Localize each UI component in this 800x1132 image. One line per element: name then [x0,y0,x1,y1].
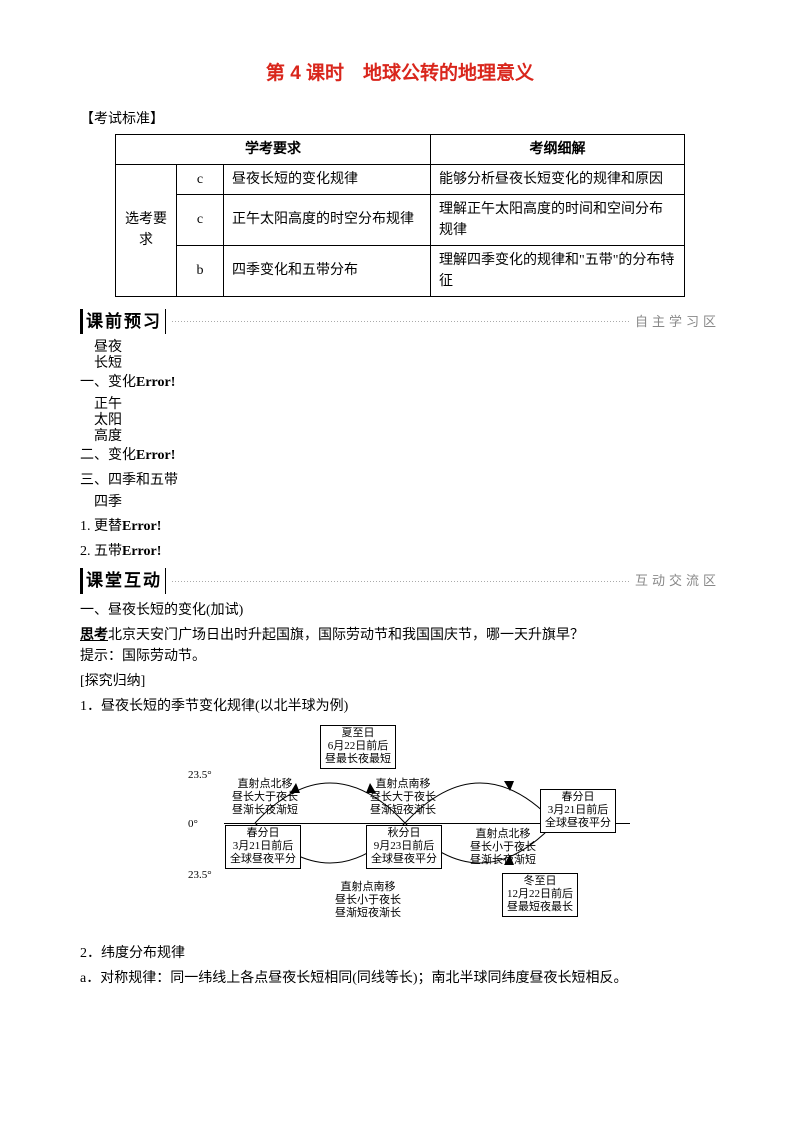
outline-1: 昼夜 长短 一、变化Error! [80,340,720,393]
think-block: 思考北京天安门广场日出时升起国旗，国际劳动节和我国国庆节，哪一天升旗早？ 提示：… [80,625,720,667]
think-label: 思考 [80,628,108,643]
left-1: 昼夜长短的变化规律 [224,164,431,194]
stack-3-1: 四季 [94,495,122,511]
point-2a: a．对称规律：同一纬线上各点昼夜长短相同(同线等长)；南北半球同纬度昼夜长短相反… [80,968,720,989]
code-1: c [177,164,224,194]
error-3-1: Error! [122,519,161,534]
label-2: 二、变化 [80,448,136,463]
outline-3-1: 四季 1. 更替Error! [80,495,720,537]
bar-preview-right: 自主学习区 [635,312,720,332]
bar-interact-left: 课堂互动 [80,568,166,594]
think-hint: 提示：国际劳动节。 [80,649,206,664]
right-3: 理解四季变化的规律和"五带"的分布特征 [431,245,685,296]
seasons-diagram: 23.5° 0° 23.5° 夏至日6月22日前后昼最长夜最短 春分日3月21日… [170,723,630,933]
outline-2: 正午 太阳 高度 二、变化Error! [80,397,720,466]
right-2: 理解正午太阳高度的时间和空间分布规律 [431,194,685,245]
box-spring-left: 春分日3月21日前后全球昼夜平分 [225,825,301,869]
right-1: 能够分析昼夜长短变化的规律和原因 [431,164,685,194]
box-summer: 夏至日6月22日前后昼最长夜最短 [320,725,396,769]
left-2: 正午太阳高度的时空分布规律 [224,194,431,245]
standards-table: 学考要求 考纲细解 选考要求 c 昼夜长短的变化规律 能够分析昼夜长短变化的规律… [115,134,685,297]
stack-1: 昼夜 长短 [94,340,122,372]
section-bar-preview: 课前预习 自主学习区 [80,309,720,335]
box-spring-right: 春分日3月21日前后全球昼夜平分 [540,789,616,833]
error-1: Error! [136,375,175,390]
bar-preview-left: 课前预习 [80,309,166,335]
bar-interact-right: 互动交流区 [635,571,720,591]
point-2: 2．纬度分布规律 [80,943,720,964]
point-1: 1．昼夜长短的季节变化规律(以北半球为例) [80,696,720,717]
th-left: 学考要求 [116,134,431,164]
page-title: 第 4 课时 地球公转的地理意义 [80,60,720,89]
outline-3: 三、四季和五带 [80,470,720,491]
txt-lowright: 直射点北移昼长小于夜长昼渐长夜渐短 [470,828,536,868]
stack-2: 正午 太阳 高度 [94,397,122,445]
bar-line-2 [172,581,629,582]
error-3-2: Error! [122,544,161,559]
box-winter: 冬至日12月22日前后昼最短夜最长 [502,873,578,917]
row-label: 选考要求 [116,164,177,296]
exam-standard-label: 【考试标准】 [80,109,720,130]
explore-label: [探究归纳] [80,671,720,692]
outline-3-2: 2. 五带Error! [80,541,720,562]
code-3: b [177,245,224,296]
error-2: Error! [136,448,175,463]
section1-title: 一、昼夜长短的变化(加试) [80,600,720,621]
label-3-1: 1. 更替 [80,519,122,534]
box-autumn: 秋分日9月23日前后全球昼夜平分 [366,825,442,869]
left-3: 四季变化和五带分布 [224,245,431,296]
txt-upright: 直射点南移昼长大于夜长昼渐短夜渐长 [370,778,436,818]
think-text: 北京天安门广场日出时升起国旗，国际劳动节和我国国庆节，哪一天升旗早？ [108,628,584,643]
bar-line [172,321,629,322]
code-2: c [177,194,224,245]
th-right: 考纲细解 [431,134,685,164]
txt-upleft: 直射点北移昼长大于夜长昼渐长夜渐短 [232,778,298,818]
label-1: 一、变化 [80,375,136,390]
section-bar-interact: 课堂互动 互动交流区 [80,568,720,594]
txt-lowcenter: 直射点南移昼长小于夜长昼渐短夜渐长 [335,881,401,921]
